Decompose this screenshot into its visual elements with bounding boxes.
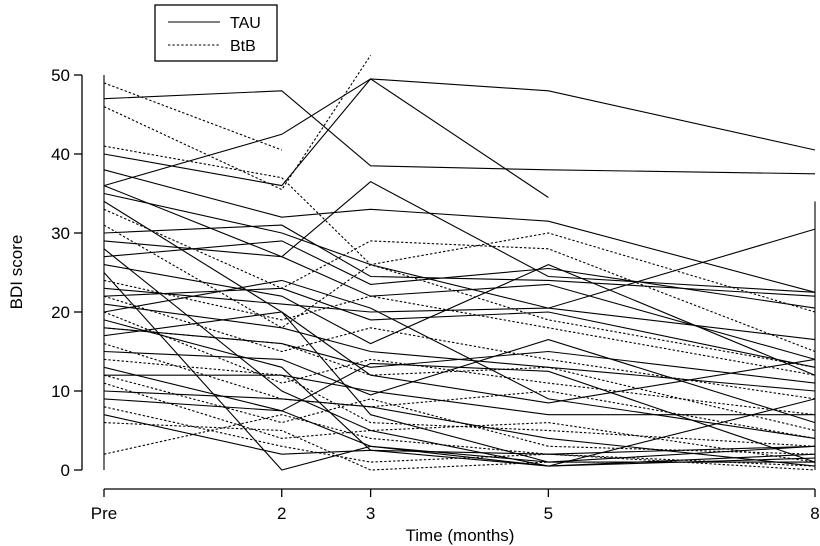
legend-box: [154, 4, 278, 62]
x-tick-label: 8: [810, 504, 819, 523]
tau-subject-line: [103, 78, 549, 198]
tau-subject-line: [103, 248, 816, 467]
tau-subject-line: [103, 240, 816, 309]
legend-label-btb: BtB: [230, 38, 256, 55]
tau-subject-line: [103, 319, 816, 467]
btb-subject-line: [103, 224, 816, 368]
y-tick-label: 0: [61, 461, 70, 480]
btb-subject-line: [103, 295, 816, 400]
btb-subject-line: [103, 208, 816, 353]
y-tick-label: 30: [51, 224, 70, 243]
tau-subject-line: [103, 224, 816, 297]
btb-subject-line: [103, 279, 816, 376]
tau-subject-line: [103, 169, 816, 293]
tau-subject-line: [103, 339, 816, 424]
tau-subject-line: [103, 272, 816, 471]
tau-subject-line: [103, 264, 816, 376]
y-tick-label: 20: [51, 303, 70, 322]
tau-subject-line: [103, 90, 816, 175]
btb-subject-line: [103, 54, 372, 191]
x-tick-label: Pre: [91, 504, 117, 523]
tau-subject-line: [103, 390, 816, 467]
x-tick-label: 3: [366, 504, 375, 523]
x-tick-label: 2: [277, 504, 286, 523]
y-axis-title: BDI score: [7, 235, 26, 310]
tau-subject-line: [103, 398, 816, 467]
btb-subject-line: [103, 311, 816, 416]
x-axis-title: Time (months): [406, 526, 515, 545]
tau-subject-line: [103, 279, 816, 439]
btb-subject-line: [103, 414, 816, 467]
y-tick-label: 10: [51, 382, 70, 401]
y-tick-label: 50: [51, 66, 70, 85]
legend-label-tau: TAU: [230, 15, 261, 32]
tau-subject-line: [104, 374, 815, 416]
btb-subject-line: [103, 422, 815, 471]
btb-subject-line: [103, 343, 816, 439]
subject-lines: [103, 54, 816, 471]
tau-subject-line: [103, 362, 816, 463]
btb-subject-line: [103, 382, 816, 463]
tau-subject-line: [103, 240, 816, 360]
btb-subject-line: [103, 327, 816, 432]
tau-subject-line: [103, 78, 816, 187]
tau-subject-line: [103, 287, 816, 368]
legend: TAU BtB: [154, 4, 278, 62]
x-tick-label: 5: [544, 504, 553, 523]
axes: 0 10 20 30 40 50 Pre 2 3 5 8: [51, 66, 820, 523]
tau-subject-line: [103, 287, 816, 341]
tau-subject-line: [103, 303, 816, 392]
y-tick-label: 40: [51, 145, 70, 164]
btb-subject-line: [103, 82, 282, 151]
